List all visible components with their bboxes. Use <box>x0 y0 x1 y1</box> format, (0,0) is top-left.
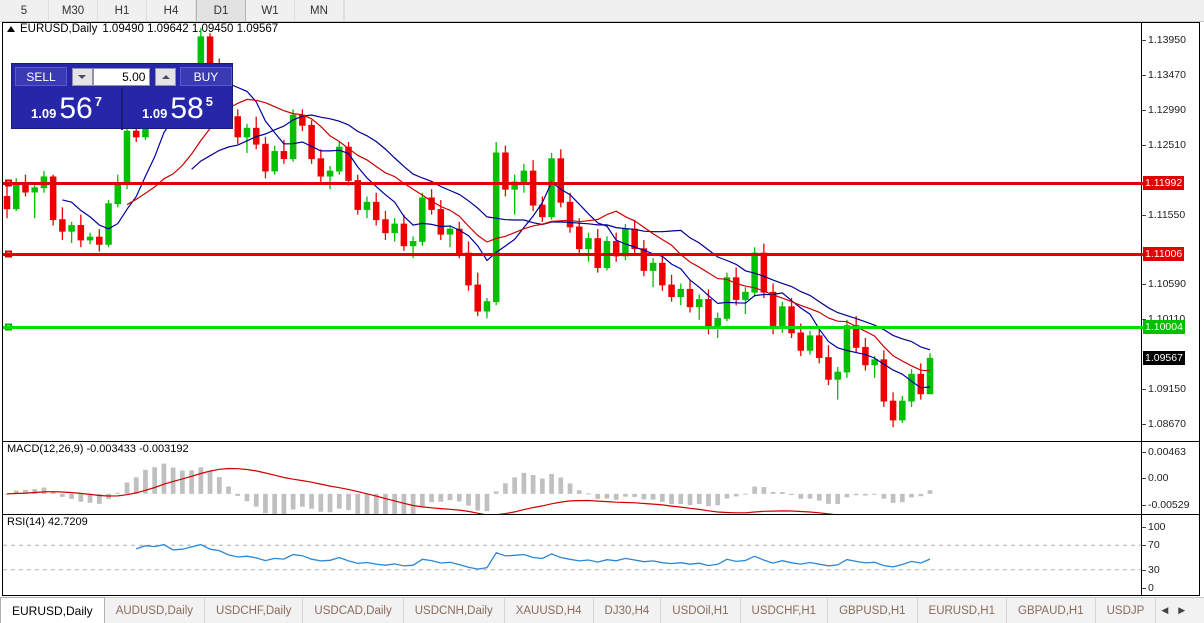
timeframe-button-mn[interactable]: MN <box>295 0 344 21</box>
rsi-axis-tick <box>1142 569 1146 571</box>
rsi-pane: RSI(14) 42.7209 100 70 30 0 <box>3 515 1199 596</box>
sell-price-main: 56 <box>59 92 93 125</box>
price-axis-label: 1.13950 <box>1148 34 1186 47</box>
price-tag-red[interactable]: 1.11992 <box>1143 175 1185 190</box>
chart-symbol-label: EURUSD,Daily <box>20 23 98 35</box>
price-pane: 1.13950 1.13470 1.12990 1.12510 1.11550 1.105… <box>3 23 1199 441</box>
price-axis-tick <box>1142 40 1146 42</box>
macd-axis-label: -0.00529 <box>1148 499 1190 512</box>
macd-axis-tick <box>1142 478 1146 479</box>
timeframe-button-m30[interactable]: M30 <box>49 0 98 21</box>
price-axis-tick <box>1142 144 1146 146</box>
price-axis-label: 1.12990 <box>1148 104 1186 117</box>
trade-panel-controls: SELL 5.00 BUY <box>12 64 232 87</box>
chart-tab-bar: EURUSD,Daily AUDUSD,Daily USDCHF,Daily USDC… <box>0 597 1204 623</box>
chart-frame: EURUSD,Daily 1.09490 1.09642 1.09450 1.0… <box>2 22 1200 596</box>
macd-axis-label: 0.00463 <box>1148 446 1186 459</box>
volume-increment-button[interactable] <box>155 67 176 86</box>
macd-axis-label: 0.00 <box>1148 472 1169 484</box>
price-axis-tick <box>1142 214 1146 216</box>
price-axis-tick <box>1142 423 1146 425</box>
chart-tab-usdchf-h1[interactable]: USDCHF,H1 <box>741 598 829 623</box>
sell-button[interactable]: SELL <box>15 67 68 86</box>
price-axis-tick <box>1142 319 1146 321</box>
macd-pane: MACD(12,26,9) -0.003433 -0.003192 0.0046… <box>3 442 1199 514</box>
price-axis-tick <box>1142 284 1146 286</box>
price-tag-black[interactable]: 1.09567 <box>1143 351 1185 366</box>
price-axis-tick <box>1142 110 1146 112</box>
price-axis-label: 1.09150 <box>1148 382 1186 395</box>
one-click-trading-panel[interactable]: SELL 5.00 BUY 1.09 56 7 <box>11 63 233 130</box>
buy-price-fraction: 5 <box>205 94 213 109</box>
rsi-axis-label: 70 <box>1148 539 1160 552</box>
price-axis-label: 1.11550 <box>1148 208 1186 221</box>
rsi-axis-tick <box>1142 527 1146 528</box>
price-axis-label: 1.10590 <box>1148 278 1186 291</box>
volume-decrement-button[interactable] <box>72 67 93 86</box>
caret-down-icon <box>78 74 87 79</box>
sell-price[interactable]: 1.09 56 7 <box>12 88 121 130</box>
chart-tab-usdjp[interactable]: USDJP <box>1096 598 1157 623</box>
price-axis-label: 1.12510 <box>1148 138 1186 151</box>
macd-label: MACD(12,26,9) -0.003433 -0.003192 <box>7 443 189 455</box>
chart-tab-gbpaud-h1[interactable]: GBPAUD,H1 <box>1007 598 1096 623</box>
timeframe-button-h1[interactable]: H1 <box>98 0 147 21</box>
macd-plot <box>4 463 933 514</box>
chart-tab-usdchf-daily[interactable]: USDCHF,Daily <box>205 598 304 623</box>
rsi-plot <box>3 543 1142 571</box>
chart-tab-usdcnh-daily[interactable]: USDCNH,Daily <box>404 598 505 623</box>
macd-axis: 0.00463 0.00 -0.00529 <box>1141 442 1199 514</box>
rsi-axis: 100 70 30 0 <box>1141 515 1199 596</box>
chart-tab-xauusd-h4[interactable]: XAUUSD,H4 <box>505 598 594 623</box>
buy-price[interactable]: 1.09 58 5 <box>121 88 232 130</box>
rsi-axis-label: 30 <box>1148 563 1160 576</box>
rsi-axis-label: 100 <box>1148 521 1166 533</box>
sell-price-prefix: 1.09 <box>31 106 57 121</box>
tab-scroll-left-icon[interactable]: ◀ <box>1161 605 1169 615</box>
horizontal-level-line[interactable] <box>3 325 1162 329</box>
rsi-axis-tick <box>1142 545 1146 547</box>
price-axis-tick <box>1142 388 1146 390</box>
chart-tab-dj30-h4[interactable]: DJ30,H4 <box>594 598 662 623</box>
buy-price-main: 58 <box>170 92 204 125</box>
toolbar-spacer <box>344 0 1204 21</box>
pane-divider-macd <box>3 441 1199 442</box>
price-axis-tick <box>1142 75 1146 77</box>
buy-price-prefix: 1.09 <box>142 106 168 121</box>
price-axis-label: 1.08670 <box>1148 417 1186 430</box>
horizontal-level-line[interactable] <box>3 253 1162 257</box>
horizontal-level-line[interactable] <box>3 181 1162 185</box>
sell-price-fraction: 7 <box>94 94 102 109</box>
volume-input[interactable]: 5.00 <box>92 67 151 86</box>
timeframe-button-h4[interactable]: H4 <box>147 0 196 21</box>
chart-title: EURUSD,Daily 1.09490 1.09642 1.09450 1.0… <box>7 23 278 35</box>
price-axis-label: 1.13470 <box>1148 69 1186 82</box>
timeframe-toolbar: 5 M30 H1 H4 D1 W1 MN <box>0 0 1204 22</box>
chart-tab-eurusd-h1[interactable]: EURUSD,H1 <box>918 598 1007 623</box>
macd-axis-tick <box>1142 452 1146 454</box>
triangle-up-icon <box>7 26 15 32</box>
timeframe-button-w1[interactable]: W1 <box>246 0 295 21</box>
buy-button[interactable]: BUY <box>179 67 232 86</box>
caret-up-icon <box>161 74 170 79</box>
tab-scroll-right-icon[interactable]: ▶ <box>1178 605 1186 615</box>
chart-tab-eurusd-daily[interactable]: EURUSD,Daily <box>0 597 105 623</box>
price-tag-green[interactable]: 1.10004 <box>1143 319 1185 334</box>
chart-ohlc-values: 1.09490 1.09642 1.09450 1.09567 <box>102 23 279 35</box>
rsi-axis-label: 0 <box>1148 582 1154 594</box>
price-axis[interactable]: 1.13950 1.13470 1.12990 1.12510 1.11550 1.105… <box>1141 23 1199 441</box>
timeframe-button-d1[interactable]: D1 <box>196 0 246 21</box>
trade-panel-quotes: 1.09 56 7 1.09 58 5 <box>12 88 232 130</box>
rsi-label: RSI(14) 42.7209 <box>7 516 88 528</box>
chart-tab-gbpusd-h1[interactable]: GBPUSD,H1 <box>828 598 918 623</box>
chart-tab-audusd-daily[interactable]: AUDUSD,Daily <box>105 598 206 623</box>
macd-axis-tick <box>1142 505 1146 507</box>
chart-tab-usdoil-h1[interactable]: USDOil,H1 <box>661 598 741 623</box>
pane-divider-rsi <box>3 514 1199 515</box>
timeframe-button-5[interactable]: 5 <box>0 0 49 21</box>
rsi-axis-tick <box>1142 588 1146 589</box>
price-tag-red[interactable]: 1.11006 <box>1143 247 1185 262</box>
chart-tab-usdcad-daily[interactable]: USDCAD,Daily <box>303 598 404 623</box>
